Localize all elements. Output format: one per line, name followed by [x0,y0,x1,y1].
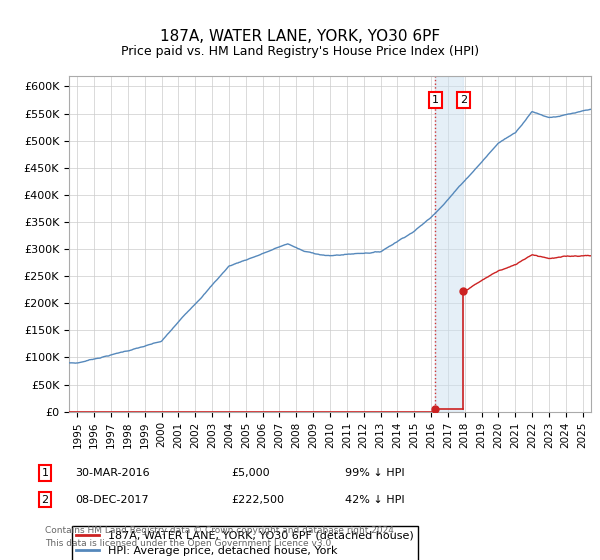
Text: 99% ↓ HPI: 99% ↓ HPI [345,468,404,478]
Text: 30-MAR-2016: 30-MAR-2016 [75,468,149,478]
Legend: 187A, WATER LANE, YORK, YO30 6PF (detached house), HPI: Average price, detached : 187A, WATER LANE, YORK, YO30 6PF (detach… [72,526,418,560]
Text: £222,500: £222,500 [231,494,284,505]
Bar [435,76,463,412]
Text: Contains HM Land Registry data © Crown copyright and database right 2024.
This d: Contains HM Land Registry data © Crown c… [45,526,397,548]
Text: £5,000: £5,000 [231,468,269,478]
Text: 42% ↓ HPI: 42% ↓ HPI [345,494,404,505]
Text: 1: 1 [432,95,439,105]
Text: 1: 1 [41,468,49,478]
Text: 08-DEC-2017: 08-DEC-2017 [75,494,149,505]
Text: 187A, WATER LANE, YORK, YO30 6PF: 187A, WATER LANE, YORK, YO30 6PF [160,29,440,44]
Text: 2: 2 [41,494,49,505]
Text: 2: 2 [460,95,467,105]
Text: Price paid vs. HM Land Registry's House Price Index (HPI): Price paid vs. HM Land Registry's House … [121,45,479,58]
